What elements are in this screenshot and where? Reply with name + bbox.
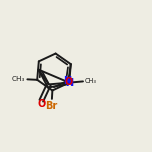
Text: CH₃: CH₃ [12, 76, 25, 82]
Text: CH₃: CH₃ [85, 78, 97, 84]
Text: N: N [64, 76, 72, 86]
Text: O: O [65, 77, 73, 87]
Text: O: O [37, 99, 45, 109]
Text: Br: Br [45, 101, 57, 111]
Text: N: N [65, 78, 74, 88]
